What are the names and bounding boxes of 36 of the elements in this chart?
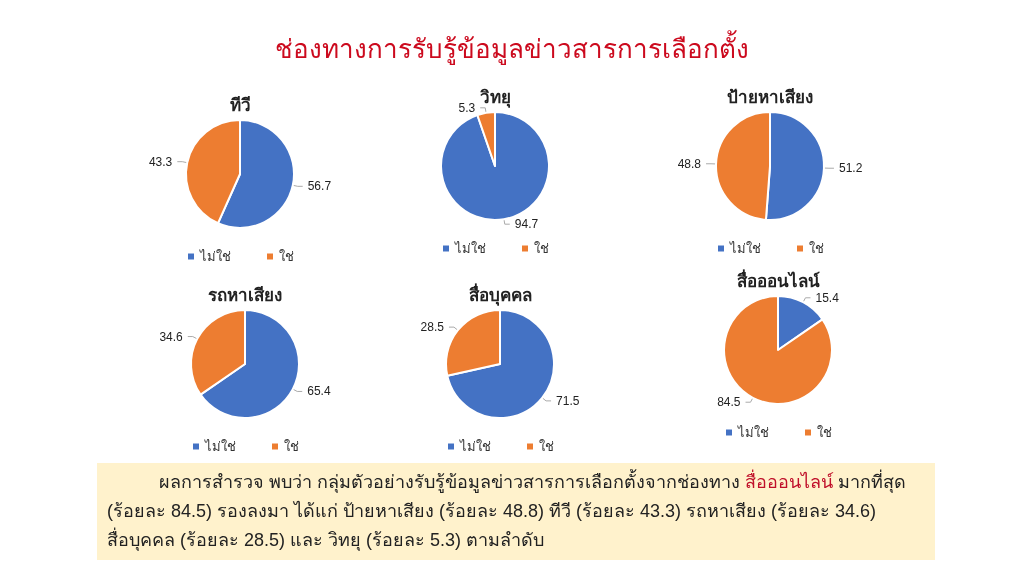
legend-label: ไม่ใช่ [459, 439, 491, 454]
text: มากที่สุด [838, 468, 907, 495]
text: ผลการสำรวจ พบว่า กลุ่มตัวอย่างรับรู้ข้อมูลข่าวสารการเลือกตั้งจากช่องทาง [159, 468, 741, 495]
chart-title: สื่อบุคคล [468, 283, 532, 306]
chart-title: รถหาเสียง [208, 285, 282, 305]
legend-label: ใช่ [284, 439, 299, 454]
data-label: 84.5 [717, 395, 741, 410]
chart-title: วิทยุ [479, 88, 511, 108]
legend-label: ไม่ใช่ [454, 241, 486, 256]
legend-label: ไม่ใช่ [729, 241, 761, 256]
data-label: 65.4 [307, 384, 331, 399]
data-label: 43.3 [148, 154, 173, 169]
data-label: 51.2 [838, 161, 863, 176]
data-label: 28.5 [420, 320, 445, 335]
text: (ร้อยละ 84.5) รองลงมา ได้แก่ ป้ายหาเสียง (ร้อยละ 48.8) ทีวี (ร้อยละ 43.3) รถหาเสียง (ร้อยละ 34.6) [107, 500, 877, 523]
data-label: 48.8 [677, 156, 702, 171]
data-label: 71.5 [556, 393, 580, 408]
text: สื่อบุคคล (ร้อยละ 28.5) และ วิทยุ (ร้อยละ 5.3) ตามลำดับ [107, 526, 545, 553]
text: สื่อออนไลน์ [745, 468, 834, 494]
data-label: 34.6 [159, 329, 184, 344]
chart-title: สื่อออนไลน์ [736, 269, 820, 291]
legend-label: ไม่ใช่ [737, 425, 769, 440]
legend-label: ใช่ [809, 241, 824, 256]
legend-label: ใช่ [279, 249, 294, 264]
data-label: 94.7 [514, 217, 539, 232]
data-label: 5.3 [458, 100, 476, 115]
legend-label: ไม่ใช่ [199, 249, 231, 264]
legend-label: ไม่ใช่ [204, 439, 236, 454]
legend-label: ใช่ [534, 241, 549, 256]
legend-label: ใช่ [539, 439, 554, 454]
data-label: 56.7 [307, 179, 332, 194]
chart-title: ทีวี [229, 95, 251, 115]
chart-title: ป้ายหาเสียง [727, 87, 813, 107]
text: ช่องทางการรับรู้ข้อมูลข่าวสารการเลือกตั้ง [275, 29, 749, 67]
data-label: 15.4 [815, 290, 840, 305]
legend-label: ใช่ [817, 425, 832, 440]
